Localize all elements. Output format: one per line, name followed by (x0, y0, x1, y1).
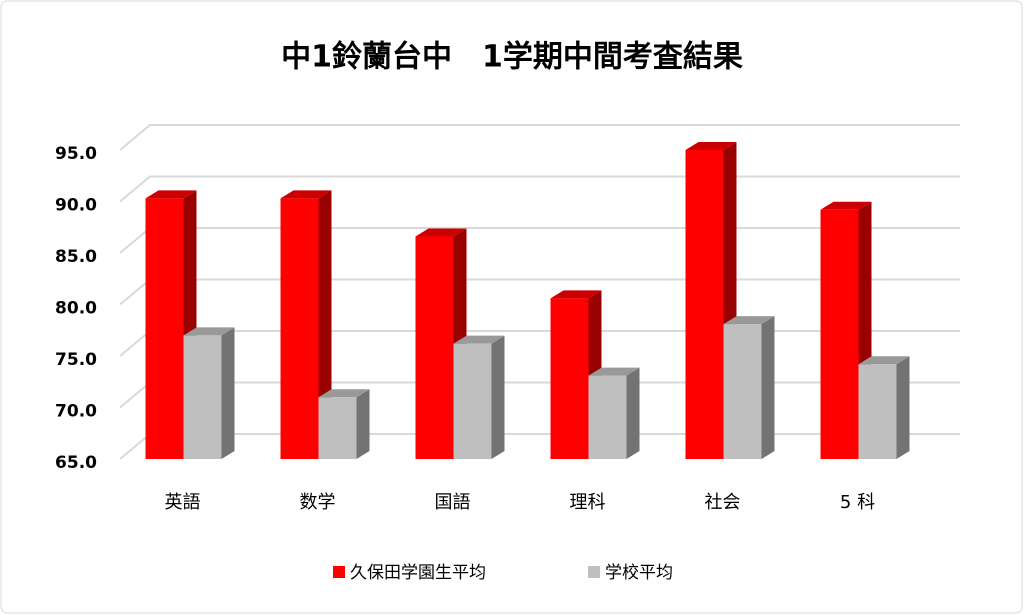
y-tick-label: 65.0 (55, 453, 97, 473)
x-tick-label: 英語 (165, 492, 201, 513)
bar-front (280, 198, 319, 459)
y-tick-label: 70.0 (55, 402, 97, 422)
bar-front (858, 364, 897, 459)
bar-side (626, 367, 640, 459)
bar (280, 190, 332, 459)
legend-label: 学校平均 (605, 563, 673, 583)
bar-front (685, 150, 724, 459)
bar-side (896, 356, 910, 459)
x-tick-label: 数学 (300, 492, 336, 513)
bar-front (183, 335, 222, 459)
bar-side (356, 389, 370, 459)
bar (685, 142, 737, 459)
bar (318, 389, 370, 459)
bar-side (761, 316, 775, 459)
bar-front (318, 397, 357, 459)
bar-top (723, 316, 775, 325)
bar (588, 367, 640, 459)
bar-front (723, 324, 762, 459)
bar (453, 335, 505, 459)
bar-top (415, 228, 467, 237)
x-tick-label: 社会 (705, 492, 741, 513)
bar (183, 327, 235, 459)
bar-top (318, 389, 370, 398)
bar-front (453, 343, 492, 459)
bar (723, 316, 775, 459)
x-tick-label: 国語 (435, 492, 471, 513)
legend-swatch (588, 566, 600, 578)
bar-top (550, 290, 602, 299)
grid-line (119, 124, 960, 151)
bar-top (145, 190, 197, 199)
bar-top (588, 367, 640, 376)
bar (858, 356, 910, 459)
y-tick-label: 75.0 (55, 350, 97, 370)
bar-top (685, 142, 737, 150)
x-tick-label: 5 科 (840, 492, 875, 513)
y-tick-label: 80.0 (55, 299, 97, 319)
bar-side (491, 335, 505, 459)
bar-side (221, 327, 235, 459)
bar-front (550, 298, 589, 459)
bar-top (820, 201, 872, 210)
bar-top (280, 190, 332, 199)
legend-label: 久保田学園生平均 (350, 563, 486, 583)
y-tick-label: 90.0 (55, 196, 97, 216)
bar-top (183, 327, 235, 336)
bar-top (453, 335, 505, 344)
bar-front (588, 375, 627, 459)
bar-front (820, 209, 859, 459)
y-tick-label: 85.0 (55, 247, 97, 267)
bar-top (858, 356, 910, 365)
bar (550, 290, 602, 459)
chart-title: 中1鈴蘭台中 1学期中間考査結果 (281, 40, 743, 75)
bar-front (145, 198, 184, 459)
y-tick-label: 95.0 (55, 144, 97, 164)
x-tick-label: 理科 (570, 492, 606, 513)
legend-swatch (333, 566, 345, 578)
bar-front (415, 236, 454, 459)
